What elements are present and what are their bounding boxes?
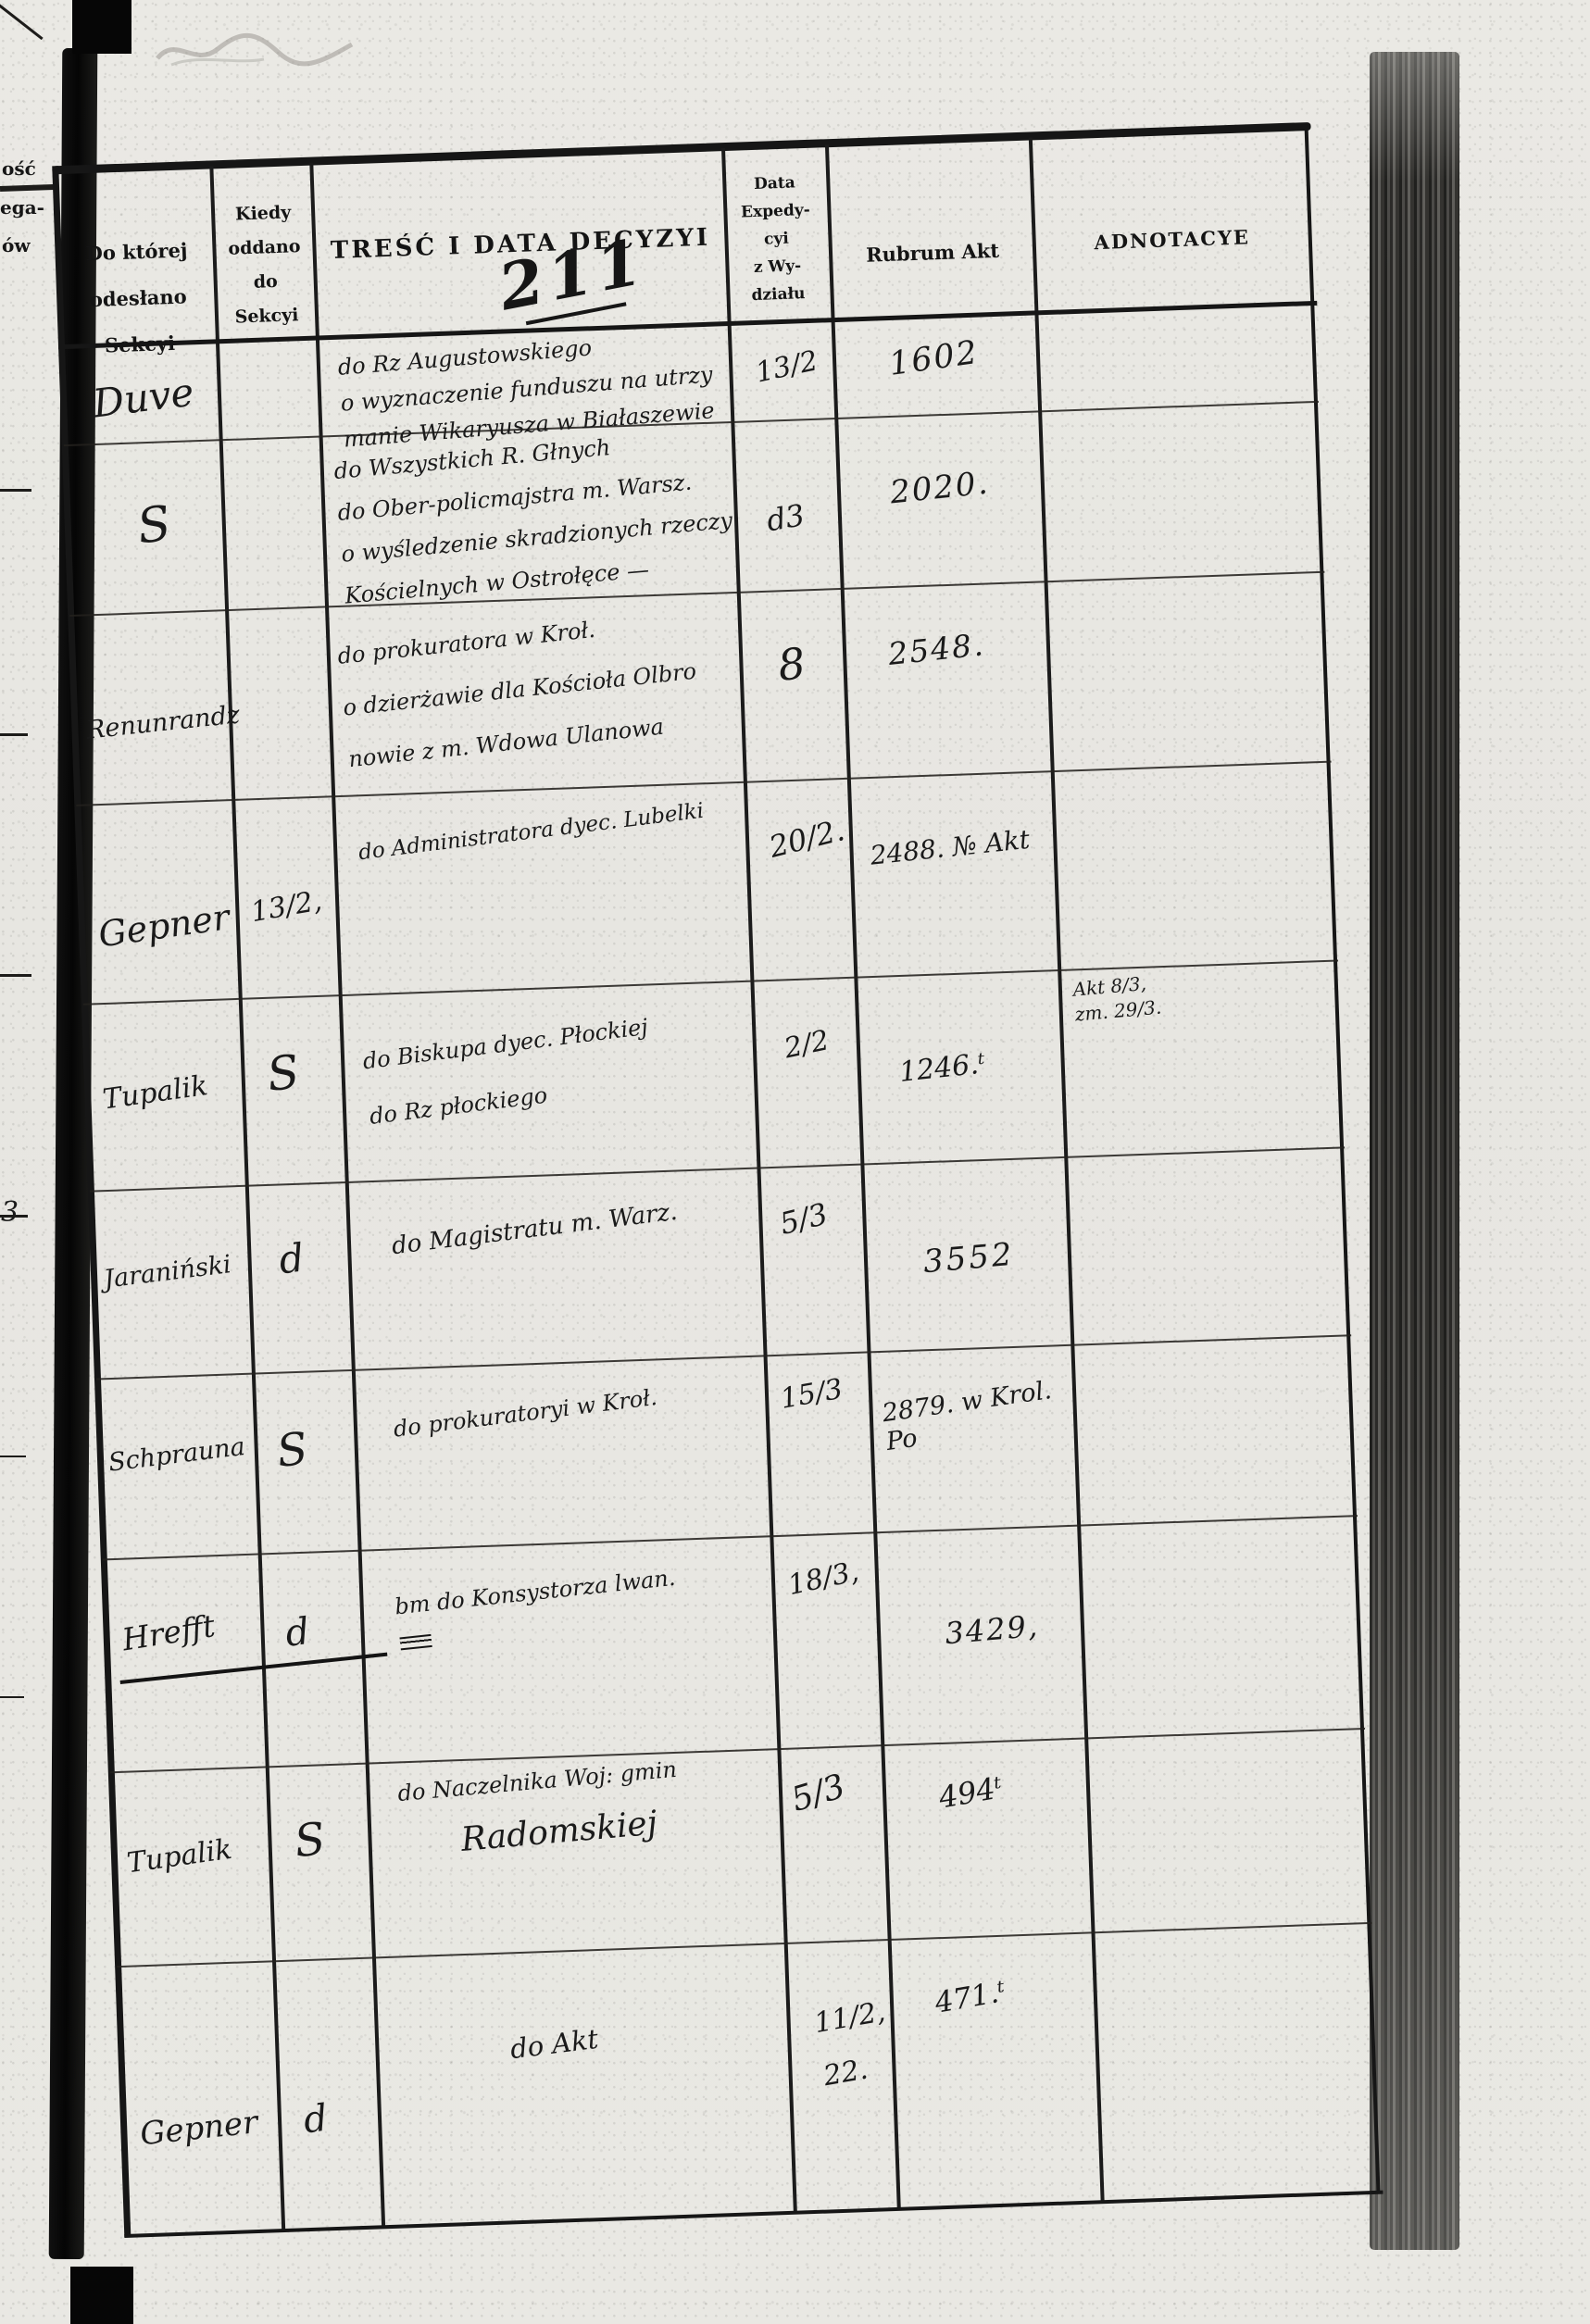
margin-corner-mark <box>0 3 44 41</box>
page-edge-band <box>1370 52 1459 2250</box>
margin-line <box>0 733 28 736</box>
table-row: Hrefft d bm do Konsystorza lwan. 18/3, 3… <box>101 1515 1367 1771</box>
left-margin-strip: ość ega- ów 3 <box>0 0 55 2324</box>
margin-line <box>0 183 55 193</box>
margin-fragment-number: 3 <box>1 1196 19 1229</box>
register-table: Do której odesłano Sekcyi Kiedy oddano d… <box>52 121 1383 2243</box>
header-data-expedycyi: Data Expedy- cyi z Wy- działu <box>740 173 811 306</box>
margin-line <box>0 489 31 492</box>
margin-fragment-text: ów <box>2 234 31 256</box>
film-mark-top <box>72 0 131 54</box>
cell-rubrum: 471.ᵗ <box>932 1974 1008 2020</box>
margin-fragment-text: ega- <box>0 196 44 219</box>
pencil-scribble <box>156 32 354 67</box>
margin-fragment-text: ość <box>2 157 36 180</box>
margin-line <box>0 1696 24 1698</box>
table-row: Gepner d do Akt 11/2, 22. 471.ᵗ <box>115 1922 1383 2234</box>
margin-line <box>0 1215 28 1218</box>
cell-adnotacye: Akt 8/3, zm. 29/3. <box>1071 971 1163 1026</box>
header-kiedy: Kiedy oddano do Sekcyi <box>228 202 301 328</box>
film-mark-bottom <box>70 2267 133 2324</box>
margin-line <box>0 974 31 977</box>
margin-line <box>0 1456 26 1457</box>
